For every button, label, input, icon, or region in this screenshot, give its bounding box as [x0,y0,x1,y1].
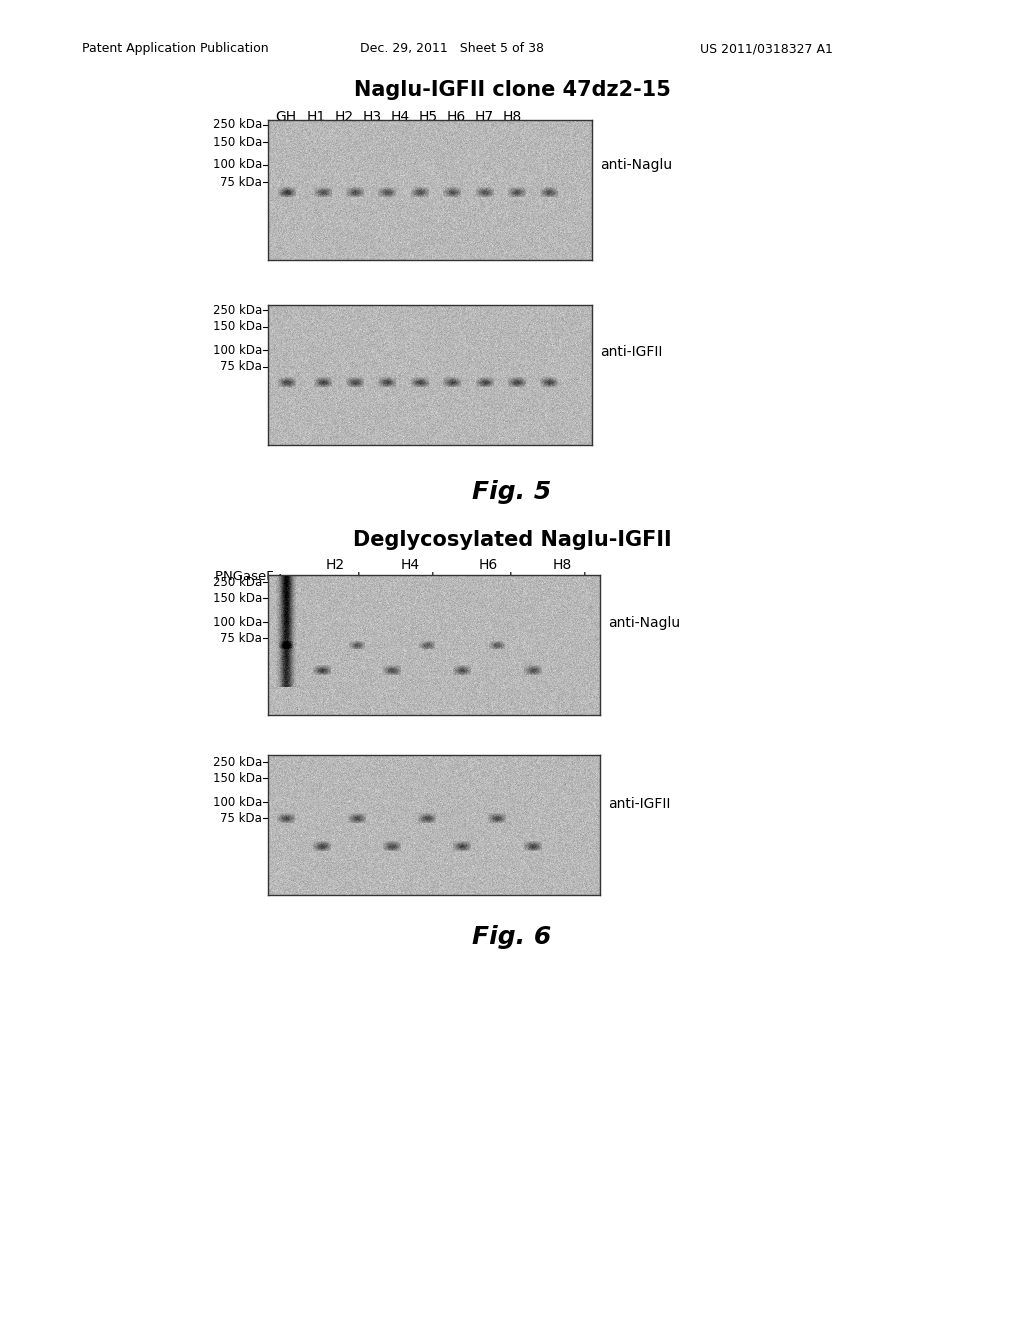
Text: 250 kDa: 250 kDa [213,304,262,317]
Text: −: − [456,570,468,583]
Text: anti-IGFII: anti-IGFII [608,797,671,810]
Text: Fig. 5: Fig. 5 [472,480,552,504]
Text: anti-Naglu: anti-Naglu [600,158,672,172]
Text: anti-IGFII: anti-IGFII [600,345,663,359]
Text: +: + [504,570,516,583]
Text: Deglycosylated Naglu-IGFII: Deglycosylated Naglu-IGFII [352,531,672,550]
Text: H5: H5 [419,110,437,124]
Text: Dec. 29, 2011   Sheet 5 of 38: Dec. 29, 2011 Sheet 5 of 38 [360,42,544,55]
Text: US 2011/0318327 A1: US 2011/0318327 A1 [700,42,833,55]
Text: Patent Application Publication: Patent Application Publication [82,42,268,55]
Text: −: − [380,570,392,583]
Text: 75 kDa: 75 kDa [220,812,262,825]
Text: 150 kDa: 150 kDa [213,321,262,334]
Text: +: + [352,570,364,583]
Text: H4: H4 [390,110,410,124]
Text: 250 kDa: 250 kDa [213,755,262,768]
Text: +: + [579,570,590,583]
Text: H4: H4 [400,558,420,572]
Text: 150 kDa: 150 kDa [213,591,262,605]
Text: H8: H8 [503,110,521,124]
Text: PNGaseF :: PNGaseF : [215,570,283,583]
Text: +: + [426,570,438,583]
Text: 250 kDa: 250 kDa [213,576,262,589]
Text: Naglu-IGFII clone 47dz2-15: Naglu-IGFII clone 47dz2-15 [353,81,671,100]
Text: −: − [532,570,544,583]
Text: H2: H2 [335,110,353,124]
Text: H6: H6 [446,110,466,124]
Text: H8: H8 [552,558,571,572]
Text: 100 kDa: 100 kDa [213,343,262,356]
Text: anti-Naglu: anti-Naglu [608,616,680,630]
Text: −: − [306,570,317,583]
Text: 100 kDa: 100 kDa [213,158,262,172]
Text: H7: H7 [474,110,494,124]
Text: 150 kDa: 150 kDa [213,771,262,784]
Text: Fig. 6: Fig. 6 [472,925,552,949]
Text: 75 kDa: 75 kDa [220,631,262,644]
Text: H3: H3 [362,110,382,124]
Text: H6: H6 [478,558,498,572]
Text: 100 kDa: 100 kDa [213,615,262,628]
Text: 75 kDa: 75 kDa [220,176,262,189]
Text: 100 kDa: 100 kDa [213,796,262,808]
Text: 250 kDa: 250 kDa [213,119,262,132]
Text: GH: GH [275,110,297,124]
Text: H1: H1 [306,110,326,124]
Text: 150 kDa: 150 kDa [213,136,262,149]
Text: H2: H2 [326,558,344,572]
Text: 75 kDa: 75 kDa [220,360,262,374]
